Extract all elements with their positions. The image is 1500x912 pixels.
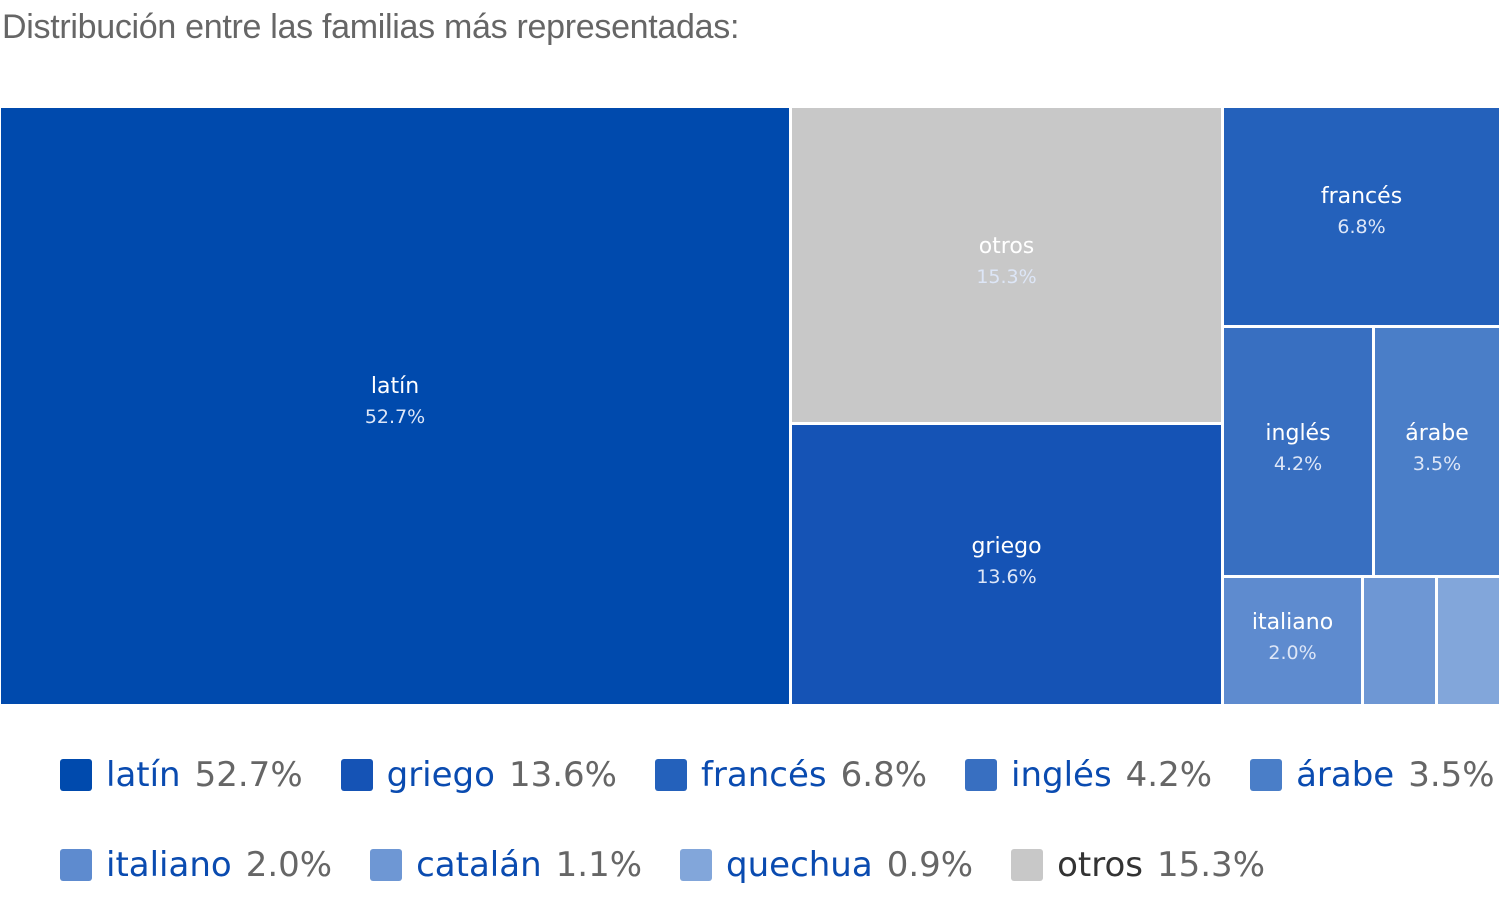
legend-item: inglés 4.2% [965,755,1212,795]
legend-item: árabe 3.5% [1250,755,1495,795]
legend-label: árabe [1296,755,1395,795]
tile-label: latín [371,374,419,399]
legend-value: 1.1% [555,845,643,885]
treemap-tile [1364,578,1435,704]
legend-value: 4.2% [1125,755,1213,795]
legend-label: quechua [726,845,873,885]
legend-label: catalán [416,845,542,885]
treemap-tile [1224,108,1499,325]
tile-value: 2.0% [1268,642,1316,664]
treemap-tile [1224,328,1372,575]
legend-value: 13.6% [508,755,617,795]
legend-item: quechua 0.9% [680,845,973,885]
legend-label: francés [700,755,827,795]
treemap-tile [1,108,789,704]
tile-value: 15.3% [976,266,1036,288]
legend-swatch [1250,759,1283,791]
tile-value: 52.7% [365,406,425,428]
tile-value: 13.6% [976,566,1036,588]
legend-label: latín [106,755,181,795]
treemap-tile [1224,578,1361,704]
legend-swatch [654,759,687,791]
treemap-tile [792,425,1221,704]
legend-item: otros 15.3% [1011,845,1265,885]
legend-swatch [370,849,403,881]
legend-value: 2.0% [245,845,333,885]
tile-label: otros [979,234,1035,259]
tile-label: italiano [1252,610,1333,635]
tile-label: inglés [1265,421,1330,446]
legend-swatch [1011,849,1044,881]
legend-swatch [680,849,713,881]
legend-swatch [965,759,998,791]
treemap: latín 52.7% otros 15.3% griego 13.6% francés 6.… [1,108,1499,704]
tile-value: 6.8% [1337,216,1385,238]
tile-label: griego [971,534,1041,559]
tile-latín: latín 52.7% [1,108,789,704]
legend-label: otros [1057,845,1143,885]
legend-label: griego [386,755,495,795]
tile-otros: otros 15.3% [792,108,1221,422]
treemap-tile [792,108,1221,422]
tile-label: francés [1321,184,1402,209]
legend-value: 3.5% [1408,755,1495,795]
tile-quechua [1438,578,1499,704]
tile-value: 4.2% [1274,453,1322,475]
legend-label: italiano [106,845,232,885]
legend-value: 6.8% [840,755,928,795]
tile-griego: griego 13.6% [792,425,1221,704]
legend-row: latín 52.7% griego 13.6% francés 6.8% inglés 4.… [60,755,1500,795]
tile-catalán [1364,578,1435,704]
tile-inglés: inglés 4.2% [1224,328,1372,575]
tile-francés: francés 6.8% [1224,108,1499,325]
legend-row: italiano 2.0% catalán 1.1% quechua 0.9% otros 1… [60,845,1303,885]
legend-label: inglés [1011,755,1112,795]
legend-swatch [340,759,373,791]
tile-value: 3.5% [1413,453,1461,475]
legend-item: francés 6.8% [654,755,928,795]
legend-swatch [60,759,92,791]
tile-label: árabe [1405,421,1469,446]
legend-value: 15.3% [1156,845,1265,885]
legend-item: italiano 2.0% [60,845,332,885]
tile-italiano: italiano 2.0% [1224,578,1361,704]
treemap-tile [1375,328,1499,575]
legend-value: 0.9% [886,845,974,885]
legend-swatch [60,849,92,881]
tile-árabe: árabe 3.5% [1375,328,1499,575]
legend-item: griego 13.6% [340,755,617,795]
treemap-tile [1438,578,1499,704]
chart-title: Distribución entre las familias más repr… [2,8,740,46]
legend-item: catalán 1.1% [370,845,642,885]
legend-value: 52.7% [194,755,303,795]
legend-item: latín 52.7% [60,755,303,795]
